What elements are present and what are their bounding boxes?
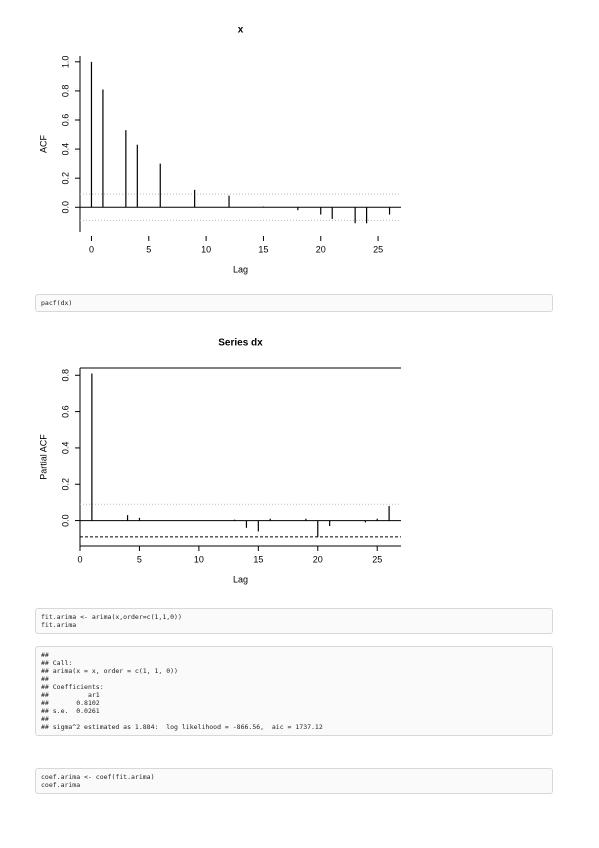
y-tick-label: 0.2 [60,478,70,491]
code-line: ## s.e. 0.0261 [41,707,100,715]
chart-title: x [238,25,244,36]
y-axis-label: ACF [38,134,48,153]
code-line: ## ar1 [41,691,100,699]
y-tick-label: 0.0 [60,514,70,527]
code-line: coef.arima <- coef(fit.arima) [41,773,155,781]
y-axis-label: Partial ACF [38,434,48,480]
x-tick-label: 25 [373,244,383,254]
code-line: ## Call: [41,659,73,667]
code-line: ## Coefficients: [41,683,104,691]
code-line: ## sigma^2 estimated as 1.884: log likel… [41,723,323,731]
code-line: fit.arima [41,621,77,629]
code-line: ## [41,651,49,659]
code-line: pacf(dx) [41,299,73,307]
y-tick-label: 0.2 [60,172,70,185]
x-tick-label: 15 [253,554,263,564]
x-axis-label: Lag [233,574,248,584]
y-tick-label: 0.8 [60,85,70,98]
x-tick-label: 10 [194,554,204,564]
x-tick-label: 5 [137,554,142,564]
code-line: ## [41,715,49,723]
code-line: coef.arima [41,781,81,789]
x-tick-label: 25 [372,554,382,564]
code-line: fit.arima <- arima(x,order=c(1,1,0)) [41,613,182,621]
x-tick-label: 5 [146,244,151,254]
chart-title: Series dx [218,338,263,349]
code-block: fit.arima <- arima(x,order=c(1,1,0)) fit.… [35,608,553,634]
x-tick-label: 0 [89,244,94,254]
x-tick-label: 10 [201,244,211,254]
code-line: ## 0.8102 [41,699,100,707]
code-block: ## ## Call: ## arima(x = x, order = c(1, 1… [35,646,553,736]
x-axis-label: Lag [233,264,248,274]
y-tick-label: 0.4 [60,143,70,156]
y-tick-label: 0.6 [60,114,70,127]
y-tick-label: 0.0 [60,201,70,214]
code-block: pacf(dx) [35,294,553,312]
code-block: coef.arima <- coef(fit.arima) coef.arima [35,768,553,794]
x-tick-label: 0 [77,554,82,564]
x-tick-label: 15 [258,244,268,254]
y-tick-label: 0.6 [60,405,70,418]
x-tick-label: 20 [313,554,323,564]
y-tick-label: 0.8 [60,369,70,382]
y-tick-label: 0.4 [60,442,70,455]
code-line: ## [41,675,49,683]
y-tick-label: 1.0 [60,56,70,69]
code-line: ## arima(x = x, order = c(1, 1, 0)) [41,667,178,675]
x-tick-label: 20 [316,244,326,254]
